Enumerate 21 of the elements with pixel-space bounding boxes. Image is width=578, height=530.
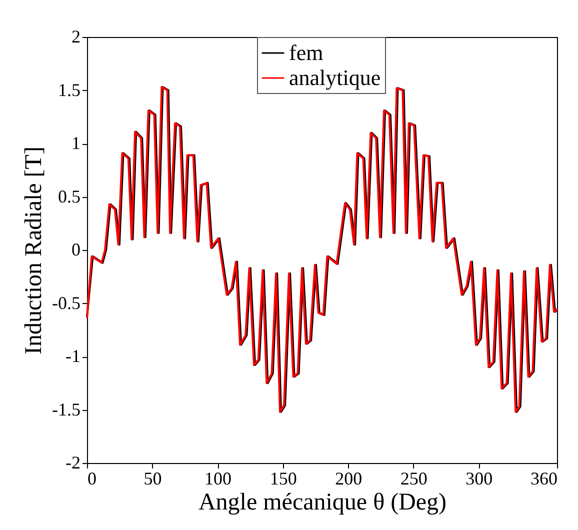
legend-label: analytique <box>289 65 381 90</box>
x-tick-label: 50 <box>144 468 162 488</box>
x-tick-label: 150 <box>270 468 297 488</box>
y-tick-label: 0.5 <box>58 186 80 206</box>
legend-label: fem <box>289 40 324 65</box>
y-tick-label: 0 <box>72 240 80 260</box>
y-tick-label: -2 <box>66 452 80 472</box>
x-tick-label: 100 <box>204 468 232 488</box>
x-tick-label: 200 <box>335 468 362 488</box>
x-axis-title: Angle mécanique θ (Deg) <box>198 490 447 516</box>
y-tick-label: 1.5 <box>58 80 80 100</box>
y-tick-label: 2 <box>72 26 80 46</box>
y-tick-label: -1 <box>66 346 80 366</box>
x-tick-label: 300 <box>466 468 493 488</box>
x-tick-label: 250 <box>400 468 428 488</box>
x-tick-label: 360 <box>530 468 558 488</box>
y-tick-label: 1 <box>72 133 80 153</box>
y-tick-label: -0.5 <box>52 292 80 313</box>
y-tick-label: -1.5 <box>52 399 80 420</box>
x-tick-label: 0 <box>88 468 96 488</box>
y-axis-title: Induction Radiale [T] <box>21 146 48 354</box>
